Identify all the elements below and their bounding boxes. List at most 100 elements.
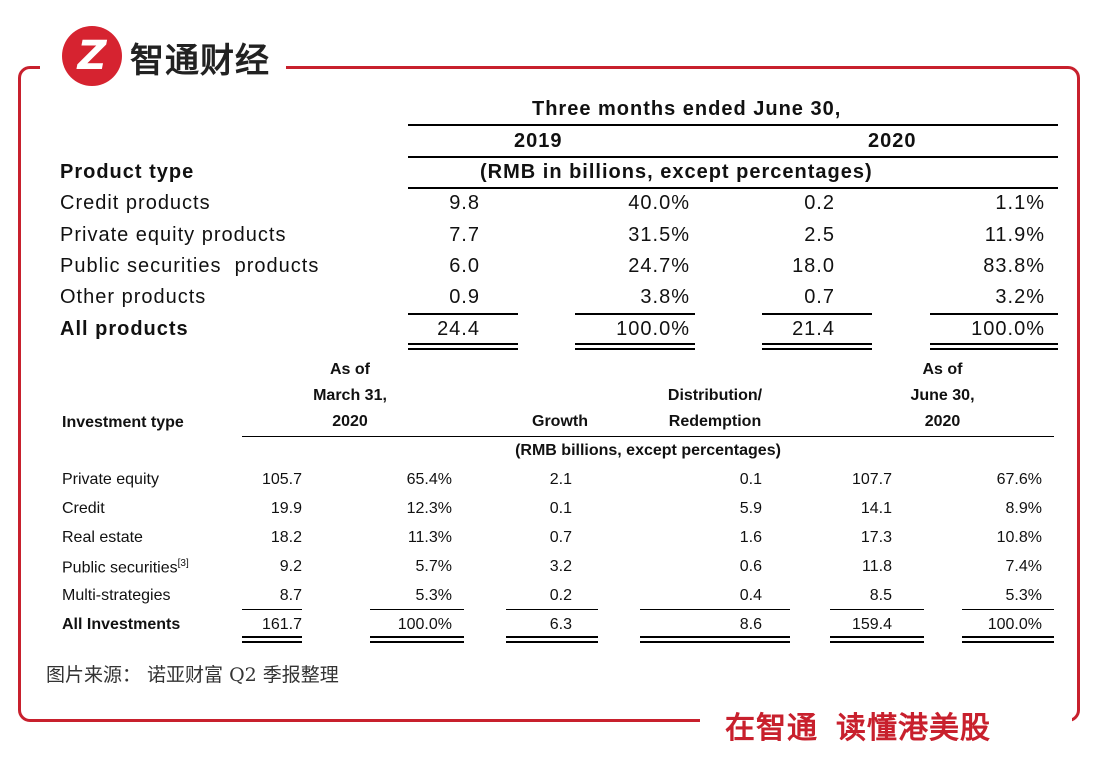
cell: 0.2 [804, 192, 835, 214]
rule [830, 609, 924, 610]
investment-row-label: Public securities[3] [62, 558, 189, 577]
cell: 31.5% [628, 224, 690, 246]
col-start-line1: As of [330, 361, 370, 378]
investment-row-label: Real estate [62, 529, 143, 546]
cell: 11.9% [984, 224, 1045, 246]
rule [408, 313, 518, 315]
double-rule [408, 343, 518, 350]
slogan: 在智通 读懂港美股 [725, 703, 991, 747]
double-rule [575, 343, 695, 350]
product-type-header: Product type [60, 161, 195, 183]
double-rule [962, 636, 1054, 643]
cell: 7.4% [1005, 558, 1042, 575]
rule [962, 609, 1054, 610]
product-row-label: Public securities products [60, 255, 320, 277]
year-2019: 2019 [514, 130, 563, 152]
rule [408, 124, 1058, 126]
cell: 18.0 [792, 255, 835, 277]
product-row-label: Credit products [60, 192, 211, 214]
cell: 1.6 [739, 529, 762, 546]
cell: 12.3% [406, 500, 452, 517]
cell: 1.1% [995, 192, 1045, 214]
cell: 24.7% [628, 255, 690, 277]
cell: 159.4 [851, 616, 892, 633]
total-investments-label: All Investments [62, 616, 181, 633]
unit-note: (RMB in billions, except percentages) [480, 161, 873, 183]
cell: 8.5 [869, 587, 892, 604]
cell: 19.9 [270, 500, 302, 517]
product-row-label: Other products [60, 286, 207, 308]
cell: 0.2 [549, 587, 572, 604]
cell: 5.9 [739, 500, 762, 517]
cell: 9.2 [279, 558, 302, 575]
col-dist-line2: Redemption [668, 413, 762, 430]
unit-note-2: (RMB billions, except percentages) [515, 442, 781, 459]
cell: 100.0% [397, 616, 452, 633]
product-type-table: Three months ended June 30, 2019 2020 Pr… [40, 92, 1060, 350]
col-growth: Growth [532, 413, 588, 430]
cell: 9.8 [449, 192, 480, 214]
cell: 0.1 [549, 500, 572, 517]
logo-icon: Z [62, 26, 122, 86]
cell: 6.3 [549, 616, 572, 633]
brand-name: 智通财经 [130, 41, 270, 81]
rule [370, 609, 464, 610]
cell: 3.2 [549, 558, 572, 575]
cell: 0.6 [739, 558, 762, 575]
rule [506, 609, 598, 610]
cell: 8.6 [739, 616, 762, 633]
cell: 100.0% [987, 616, 1042, 633]
cell: 107.7 [851, 471, 892, 488]
cell: 2.1 [549, 471, 572, 488]
cell: 67.6% [996, 471, 1042, 488]
double-rule [242, 636, 302, 643]
cell: 5.7% [415, 558, 452, 575]
cell: 40.0% [628, 192, 690, 214]
slogan-left: 在智通 [725, 711, 818, 746]
double-rule [506, 636, 598, 643]
cell: 6.0 [449, 255, 480, 277]
cell: 0.4 [739, 587, 762, 604]
double-rule [762, 343, 872, 350]
footer-area [700, 696, 1072, 748]
cell: 0.1 [739, 471, 762, 488]
product-row-label: Private equity products [60, 224, 287, 246]
cell: 100.0% [616, 318, 690, 340]
cell: 10.8% [996, 529, 1042, 546]
slogan-right: 读懂港美股 [836, 711, 991, 746]
rule [242, 609, 302, 610]
cell: 3.8% [640, 286, 690, 308]
investment-row-label: Credit [62, 500, 105, 517]
cell: 7.7 [449, 224, 480, 246]
rule [762, 313, 872, 315]
rule [930, 313, 1058, 315]
investment-row-label: Multi-strategies [62, 587, 171, 604]
rule [640, 609, 790, 610]
cell: 0.9 [449, 286, 480, 308]
cell: 100.0% [971, 318, 1045, 340]
cell: 18.2 [270, 529, 302, 546]
col-investment-type: Investment type [62, 414, 184, 431]
cell: 24.4 [437, 318, 480, 340]
year-2020: 2020 [868, 130, 917, 152]
cell: 105.7 [261, 471, 302, 488]
rule [242, 436, 1054, 437]
cell: 11.3% [407, 529, 452, 546]
total-label: All products [60, 318, 189, 340]
cell: 14.1 [860, 500, 892, 517]
investment-row-label: Private equity [62, 471, 159, 488]
footnote-marker: [3] [177, 558, 189, 569]
rule [408, 156, 1058, 158]
double-rule [370, 636, 464, 643]
cell: 65.4% [406, 471, 452, 488]
period-header: Three months ended June 30, [532, 98, 842, 120]
cell: 8.7 [279, 587, 302, 604]
col-start-line2: March 31, [313, 387, 387, 404]
image-caption: 图片来源： 诺亚财富 Q2 季报整理 [46, 664, 339, 686]
investment-row-label-text: Public securities [62, 559, 178, 577]
cell: 0.7 [804, 286, 835, 308]
col-start-line3: 2020 [332, 413, 368, 430]
red-frame [18, 66, 1080, 722]
cell: 0.7 [549, 529, 572, 546]
investment-type-table: As of March 31, 2020 Growth Distribution… [40, 350, 1060, 644]
